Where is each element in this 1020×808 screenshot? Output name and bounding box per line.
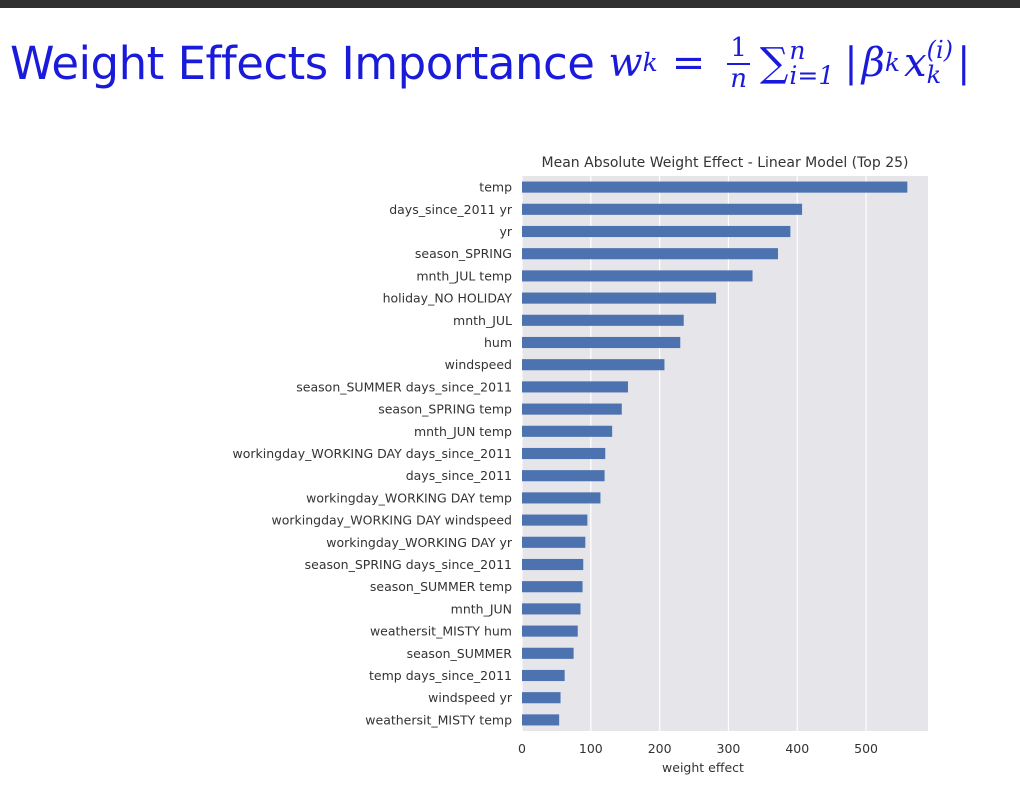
slide-title: Weight Effects Importance w k = 1 n ∑ n i…	[10, 18, 971, 108]
bar	[522, 336, 681, 349]
bar	[522, 714, 560, 726]
category-label: season_SUMMER temp	[370, 579, 512, 594]
bar	[522, 558, 584, 571]
bar	[522, 225, 791, 238]
category-label: workingday_WORKING DAY temp	[306, 490, 512, 505]
category-label: workingday_WORKING DAY yr	[326, 535, 513, 550]
category-label: yr	[499, 224, 512, 239]
bar	[522, 492, 601, 504]
x-axis-label: weight effect	[662, 760, 744, 775]
bar	[522, 359, 665, 371]
bar	[522, 536, 586, 548]
bar	[522, 381, 628, 393]
formula-frac-den: n	[730, 63, 747, 94]
bar	[522, 447, 606, 460]
formula-sum-lower: i=1	[789, 61, 835, 90]
bar	[522, 647, 574, 659]
formula-beta: β	[861, 40, 885, 86]
category-label: temp days_since_2011	[369, 668, 512, 683]
category-label: weathersit_MISTY temp	[365, 712, 512, 727]
bar	[522, 603, 581, 615]
bar	[522, 425, 613, 437]
bar	[522, 470, 605, 482]
formula-equals: =	[671, 40, 706, 86]
formula-sum-upper: n	[789, 36, 806, 65]
category-label: season_SPRING days_since_2011	[305, 557, 512, 572]
bar	[522, 292, 717, 304]
formula-abs-left: |	[844, 40, 858, 86]
bar	[522, 692, 561, 704]
formula-frac-num: 1	[727, 35, 750, 65]
bar	[522, 581, 583, 593]
x-tick-labels: 0 100 200 300 400 500	[518, 741, 878, 756]
category-label: season_SUMMER days_since_2011	[296, 379, 512, 394]
formula-sum-limits: n i=1	[789, 38, 834, 88]
bar	[522, 403, 622, 415]
x-tick-label: 300	[717, 741, 741, 756]
x-tick-label: 200	[648, 741, 672, 756]
bar	[522, 514, 588, 526]
x-tick-label: 400	[785, 741, 809, 756]
category-label: mnth_JUL	[453, 313, 512, 328]
bars	[522, 181, 908, 726]
formula-x-scripts: (i) k	[926, 35, 954, 89]
category-label: mnth_JUN temp	[414, 424, 512, 439]
category-label: days_since_2011	[406, 468, 512, 483]
category-label: holiday_NO HOLIDAY	[383, 291, 513, 306]
bar	[522, 181, 908, 193]
window-top-bar	[0, 0, 1020, 8]
formula-w: w	[608, 40, 643, 86]
formula-fraction: 1 n	[727, 35, 750, 92]
category-labels: temp days_since_2011 yr yr season_SPRINGmnt…	[233, 180, 513, 728]
category-label: workingday_WORKING DAY days_since_2011	[233, 446, 512, 461]
category-label: mnth_JUN	[451, 601, 512, 616]
chart-title: Mean Absolute Weight Effect - Linear Mod…	[542, 155, 909, 171]
slide-title-text: Weight Effects Importance	[10, 36, 595, 90]
bar	[522, 203, 803, 215]
formula-x-sub: k	[926, 61, 942, 89]
formula-x: x	[904, 40, 927, 86]
category-label: mnth_JUL temp	[416, 268, 512, 283]
formula-x-sup: (i)	[926, 35, 954, 64]
category-label: season_SUMMER	[407, 646, 513, 661]
x-tick-label: 0	[518, 741, 526, 756]
category-label: windspeed yr	[428, 690, 513, 705]
bar	[522, 625, 578, 637]
category-label: hum	[484, 335, 512, 350]
category-label: season_SPRING	[415, 246, 512, 261]
bar	[522, 248, 778, 260]
bar	[522, 270, 753, 282]
category-label: days_since_2011 yr	[389, 202, 513, 217]
formula-abs-right: |	[957, 40, 971, 86]
category-label: workingday_WORKING DAY windspeed	[271, 513, 512, 528]
bar	[522, 669, 565, 682]
category-label: weathersit_MISTY hum	[370, 624, 512, 639]
category-label: season_SPRING temp	[378, 402, 512, 417]
x-tick-label: 100	[579, 741, 603, 756]
x-tick-label: 500	[854, 741, 878, 756]
category-label: temp	[479, 180, 512, 195]
formula-sum: ∑	[759, 40, 789, 86]
category-label: windspeed	[445, 357, 512, 372]
bar	[522, 314, 684, 326]
